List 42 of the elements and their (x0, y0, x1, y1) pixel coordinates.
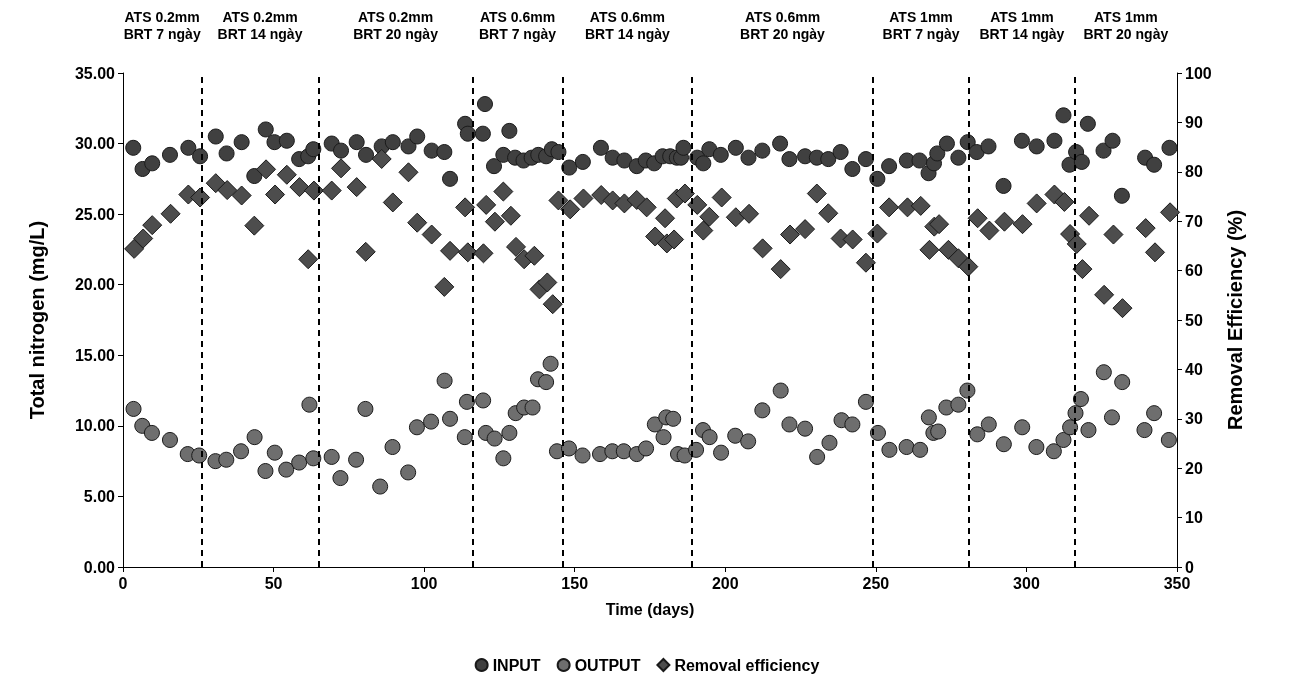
legend-label: Removal efficiency (674, 656, 820, 674)
x-tick-label: 350 (1163, 574, 1191, 592)
y2-tick-label: 60 (1185, 262, 1203, 280)
x-tick-label: 100 (410, 574, 438, 592)
x-tick-label: 250 (862, 574, 890, 592)
y2-tick-label: 100 (1185, 64, 1212, 82)
y2-tick-label: 70 (1185, 212, 1203, 230)
y2-tick-label: 10 (1185, 509, 1203, 527)
y-tick-label: 0.00 (83, 558, 116, 576)
text: ATS 0.6mm BRT 7 ngày (478, 8, 557, 42)
x-tick-label: 150 (561, 574, 589, 592)
y2-tick-label: 50 (1185, 311, 1203, 329)
text: ATS 0.2mm BRT 14 ngày (217, 8, 303, 42)
y-tick-label: 25.00 (74, 205, 116, 223)
y-tick-label: 30.00 (74, 135, 116, 153)
y2-tick-label: 80 (1185, 163, 1203, 181)
y2-tick-label: 90 (1185, 113, 1203, 131)
text: ATS 0.6mm BRT 20 ngày (740, 8, 826, 42)
y2-axis-title: Removal Efficiency (%) (1224, 209, 1246, 431)
y-tick-label: 35.00 (74, 64, 116, 82)
x-tick-label: 0 (118, 574, 128, 592)
x-tick-label: 50 (264, 574, 283, 592)
text: ATS 1mm BRT 20 ngày (1083, 8, 1169, 42)
x-axis-title: Time (days) (605, 600, 695, 618)
y2-tick-label: 40 (1185, 360, 1203, 378)
x-tick-label: 200 (711, 574, 739, 592)
y-tick-label: 5.00 (83, 487, 116, 505)
text: ATS 0.2mm BRT 7 ngày (123, 8, 201, 42)
text: ATS 1mm BRT 14 ngày (979, 8, 1065, 42)
y2-tick-label: 30 (1185, 410, 1203, 428)
y2-tick-label: 20 (1185, 459, 1203, 477)
y-tick-label: 20.00 (74, 276, 116, 294)
y-tick-label: 10.00 (74, 417, 116, 435)
text: ATS 1mm BRT 7 ngày (882, 8, 960, 42)
y2-tick-label: 0 (1185, 558, 1194, 576)
text: ATS 0.6mm BRT 14 ngày (585, 8, 671, 42)
legend-label: INPUT (492, 656, 541, 674)
y-tick-label: 15.00 (74, 346, 116, 364)
legend-label: OUTPUT (574, 656, 641, 674)
x-tick-label: 300 (1013, 574, 1040, 592)
y-axis-title: Total nitrogen (mg/L) (26, 220, 48, 420)
text: ATS 0.2mm BRT 20 ngày (353, 8, 439, 42)
